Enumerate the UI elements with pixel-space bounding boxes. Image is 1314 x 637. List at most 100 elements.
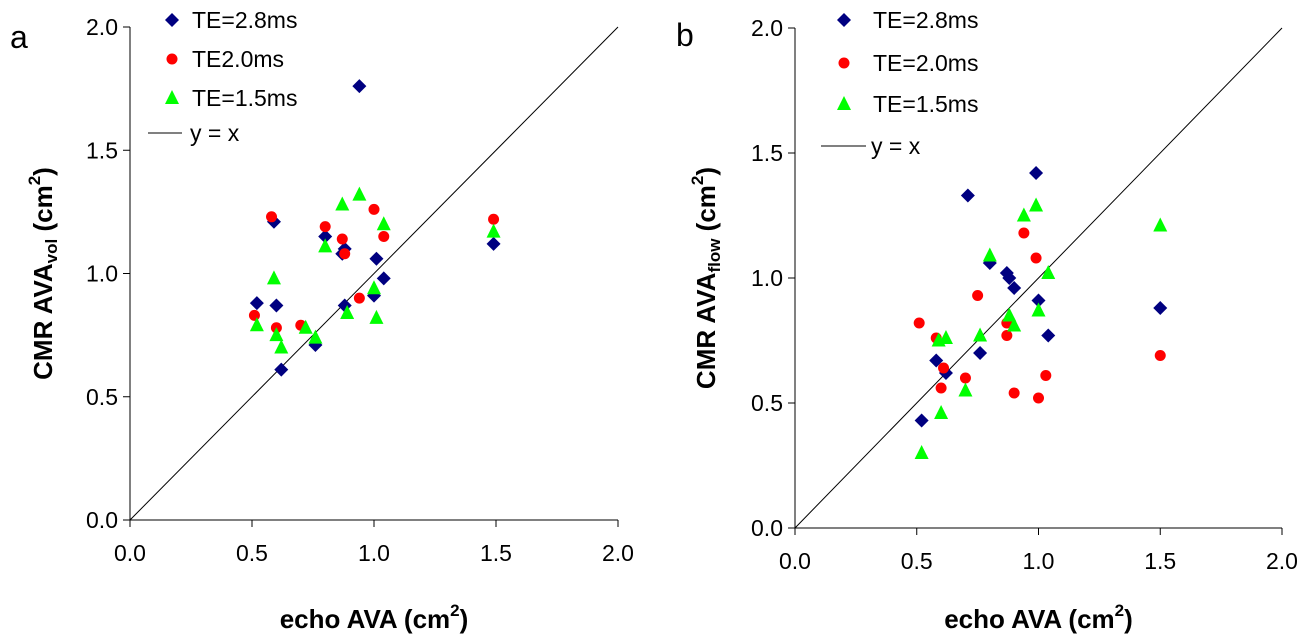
data-point xyxy=(935,382,947,394)
data-point xyxy=(336,233,348,245)
x-tick-label: 0.0 xyxy=(779,548,811,574)
data-point xyxy=(269,327,284,342)
legend-entry-label: TE=2.8ms xyxy=(873,7,978,33)
data-point xyxy=(1008,387,1020,399)
data-point xyxy=(914,413,929,428)
data-point xyxy=(914,445,929,459)
data-point xyxy=(369,251,384,266)
data-point xyxy=(1002,307,1017,322)
data-point xyxy=(248,309,260,321)
legend-entry-label: TE=2.0ms xyxy=(873,50,978,76)
series-1 xyxy=(249,79,501,377)
data-point xyxy=(249,296,264,311)
y-tick-label: 2.0 xyxy=(86,14,118,40)
data-point xyxy=(308,329,323,344)
data-point xyxy=(369,309,384,324)
y-tick-label: 0.5 xyxy=(86,384,118,410)
x-axis-label: echo AVA (cm2) xyxy=(944,601,1133,634)
data-point xyxy=(266,270,281,285)
data-point xyxy=(938,362,950,374)
x-tick-label: 0.5 xyxy=(901,548,933,574)
data-point xyxy=(959,372,971,384)
data-point xyxy=(973,327,988,342)
data-point xyxy=(376,271,391,286)
data-point xyxy=(929,353,944,368)
data-point xyxy=(958,382,973,397)
legend-entry-label: TE2.0ms xyxy=(192,46,284,72)
data-point xyxy=(1154,350,1166,361)
data-point xyxy=(367,280,381,295)
data-point xyxy=(1031,293,1046,308)
data-point xyxy=(982,247,997,262)
data-point xyxy=(934,405,949,419)
legend-entry-label: y = x xyxy=(871,133,921,159)
y-tick-label: 1.0 xyxy=(751,265,783,291)
data-point xyxy=(1007,317,1022,332)
data-point xyxy=(353,292,365,304)
data-point xyxy=(1153,217,1168,232)
legend-marker xyxy=(837,96,851,110)
series-2 xyxy=(248,203,500,334)
data-point xyxy=(1033,392,1044,404)
y-tick-label: 1.0 xyxy=(86,261,118,287)
data-point xyxy=(335,196,350,211)
legend-marker xyxy=(165,90,179,104)
panel-label: b xyxy=(676,17,694,53)
data-point xyxy=(274,339,289,354)
x-tick-label: 0.0 xyxy=(114,540,146,566)
data-point xyxy=(960,188,975,203)
data-point xyxy=(486,223,501,238)
x-axis-label: echo AVA (cm2) xyxy=(280,601,469,634)
data-point xyxy=(339,248,351,260)
x-tick-label: 1.5 xyxy=(480,540,512,566)
legend-marker xyxy=(166,53,178,65)
data-point xyxy=(1031,302,1046,317)
data-point xyxy=(1029,166,1044,180)
y-tick-label: 1.5 xyxy=(86,137,118,163)
legend-entry-label: TE=1.5ms xyxy=(192,85,297,111)
series-1 xyxy=(914,166,1168,428)
data-point xyxy=(318,238,333,253)
series-3 xyxy=(914,197,1168,459)
series-3 xyxy=(249,186,501,354)
data-point xyxy=(378,231,390,243)
data-point xyxy=(319,221,331,233)
legend-marker xyxy=(165,13,179,27)
x-tick-label: 2.0 xyxy=(602,540,634,566)
data-point xyxy=(269,298,284,313)
data-point xyxy=(1016,207,1031,222)
panel-a: 0.0 0.5 1.0 1.5 2.0 0.0 0.5 1.0 1.5 2.0 echo AVA (… xyxy=(10,7,634,634)
series-2 xyxy=(913,227,1166,404)
data-point xyxy=(1018,227,1030,239)
y-tick-label: 2.0 xyxy=(751,15,783,41)
data-point xyxy=(1029,197,1044,212)
data-point xyxy=(972,290,984,301)
data-point xyxy=(973,346,988,360)
y-tick-label: 0.0 xyxy=(86,507,118,533)
data-point xyxy=(1030,252,1042,264)
x-tick-label: 1.5 xyxy=(1144,548,1176,574)
data-point xyxy=(1001,330,1013,341)
data-point xyxy=(368,203,380,215)
legend: TE=2.8ms TE2.0ms TE=1.5ms y = x xyxy=(148,7,297,146)
legend-marker xyxy=(837,13,851,27)
panel-label: a xyxy=(10,19,28,55)
data-point xyxy=(486,236,501,251)
panel-b: 0.0 0.5 1.0 1.5 2.0 0.0 0.5 1.0 1.5 2.0 echo AVA (… xyxy=(676,7,1298,634)
y-axis-label: CMR AVAvol (cm2) xyxy=(25,167,61,380)
x-tick-label: 0.5 xyxy=(236,540,268,566)
data-point xyxy=(266,211,278,223)
data-point xyxy=(1041,328,1056,343)
y-tick-label: 0.0 xyxy=(751,515,783,541)
y-tick-label: 0.5 xyxy=(751,390,783,416)
data-point xyxy=(376,216,391,231)
data-point xyxy=(488,213,500,225)
data-point xyxy=(274,362,289,377)
x-tick-label: 1.0 xyxy=(1023,548,1055,574)
data-point xyxy=(938,330,953,344)
data-point xyxy=(318,229,333,244)
identity-line xyxy=(129,26,619,521)
x-tick-label: 1.0 xyxy=(358,540,390,566)
data-point xyxy=(298,319,313,334)
